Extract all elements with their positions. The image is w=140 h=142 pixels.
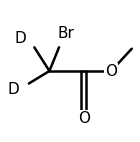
Text: O: O [78, 111, 90, 126]
Text: O: O [105, 63, 117, 79]
Text: D: D [15, 32, 26, 46]
Text: D: D [8, 82, 20, 97]
Text: Br: Br [57, 26, 74, 41]
